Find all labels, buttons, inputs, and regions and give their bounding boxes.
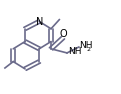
Text: O: O — [60, 29, 67, 39]
Text: NH: NH — [68, 47, 82, 56]
Text: NH: NH — [79, 41, 93, 50]
Text: N: N — [36, 17, 43, 27]
Text: 2: 2 — [86, 47, 90, 52]
